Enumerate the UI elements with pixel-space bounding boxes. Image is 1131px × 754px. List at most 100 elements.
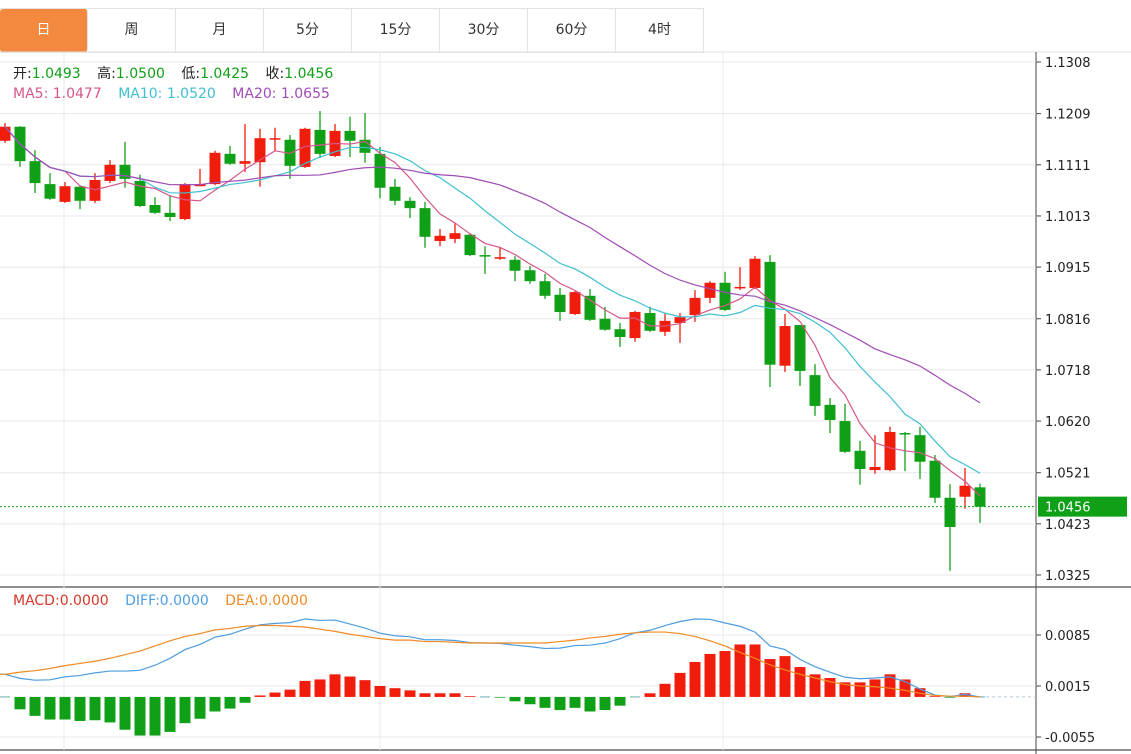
candle (419, 201, 431, 248)
tab-week[interactable]: 周 (88, 9, 176, 52)
macd-label: MACD: (13, 593, 60, 609)
candle (404, 197, 416, 219)
candle-body (629, 311, 641, 339)
last-price-label: 1.0456 (1045, 501, 1091, 516)
macd-bar (269, 692, 281, 697)
candle (434, 228, 446, 247)
price-tick-label: 1.0915 (1045, 261, 1091, 276)
candle (464, 233, 476, 257)
candle (104, 160, 116, 184)
candle-body (599, 318, 611, 330)
candle-body (149, 204, 161, 213)
macd-value: 0.0000 (59, 593, 109, 609)
candle-body (404, 200, 416, 209)
candle-body (509, 259, 521, 271)
macd-legend: MACD:0.0000 DIFF:0.0000 DEA:0.0000 (13, 593, 320, 609)
macd-bar (734, 644, 746, 697)
candle-body (524, 270, 536, 282)
candle-body (779, 326, 791, 366)
ma10-label: MA10: (118, 86, 163, 102)
ma10-line (4, 126, 981, 474)
macd-bar (914, 688, 926, 697)
macd-bar (509, 696, 521, 702)
candle (884, 426, 896, 472)
macd-bar (224, 696, 236, 709)
candle-body (344, 130, 356, 141)
candle (314, 111, 326, 159)
macd-bar (29, 696, 41, 716)
candle-body (614, 329, 626, 338)
macd-bar (599, 696, 611, 711)
candle (239, 124, 251, 173)
candle (659, 313, 671, 336)
tab-5min[interactable]: 5分 (264, 9, 352, 52)
macd-bar (539, 696, 551, 708)
macd-bar (719, 651, 731, 697)
candle-body (359, 139, 371, 153)
tab-60min[interactable]: 60分 (528, 9, 616, 52)
low-label: 低: (181, 66, 201, 82)
candle (254, 128, 266, 187)
macd-bar (869, 679, 881, 697)
candle (119, 141, 131, 188)
candle-body (119, 164, 131, 179)
candle-body (179, 184, 191, 220)
candle (779, 314, 791, 372)
macd-bar (464, 696, 476, 697)
ohlc-legend: 开:1.0493 高:1.0500 低:1.0425 收:1.0456 (13, 63, 345, 83)
candle-body (644, 313, 656, 331)
candle (719, 271, 731, 311)
candle-body (689, 297, 701, 316)
candle (944, 484, 956, 571)
price-tick-label: 1.0423 (1045, 518, 1091, 533)
dea-value: 0.0000 (258, 593, 308, 609)
price-tick-label: 1.1209 (1045, 108, 1091, 123)
tab-day[interactable]: 日 (0, 9, 88, 52)
macd-bar (104, 696, 116, 723)
macd-bar (89, 696, 101, 721)
macd-bar (614, 696, 626, 706)
macd-bar (689, 661, 701, 697)
macd-bar (329, 674, 341, 697)
high-value: 1.0500 (115, 66, 165, 82)
high-label: 高: (97, 66, 116, 82)
candle-body (479, 255, 491, 257)
candle (584, 289, 596, 321)
dea-line (0, 624, 981, 698)
macd-bar (779, 656, 791, 697)
macd-bar (134, 696, 146, 736)
candle (0, 123, 11, 143)
candle (569, 291, 581, 316)
macd-bar (149, 696, 161, 736)
candle-body (434, 235, 446, 242)
candle-body (44, 184, 56, 199)
tab-4hour[interactable]: 4时 (616, 9, 704, 52)
candle-body (929, 460, 941, 498)
candle (344, 116, 356, 157)
macd-bar (239, 696, 251, 703)
macd-bar (344, 676, 356, 697)
macd-tick-label: 0.0085 (1045, 629, 1091, 644)
candle-body (74, 186, 86, 201)
macd-bar (794, 667, 806, 697)
macd-tick-label: 0.0015 (1045, 680, 1091, 695)
macd-bar (674, 672, 686, 697)
macd-bar (929, 696, 941, 697)
tab-30min[interactable]: 30分 (440, 9, 528, 52)
candle (179, 183, 191, 221)
macd-bar (554, 696, 566, 711)
price-tick-label: 1.1013 (1045, 210, 1091, 225)
candle (749, 256, 761, 290)
candle-body (494, 257, 506, 259)
macd-bar (359, 680, 371, 697)
candle (644, 306, 656, 332)
tab-month[interactable]: 月 (176, 9, 264, 52)
candle (599, 306, 611, 331)
macd-bar (884, 674, 896, 697)
last-price-badge (1038, 496, 1127, 517)
candle (224, 146, 236, 165)
candle (149, 197, 161, 214)
candle-body (869, 466, 881, 471)
candle-body (899, 433, 911, 435)
tab-15min[interactable]: 15分 (352, 9, 440, 52)
